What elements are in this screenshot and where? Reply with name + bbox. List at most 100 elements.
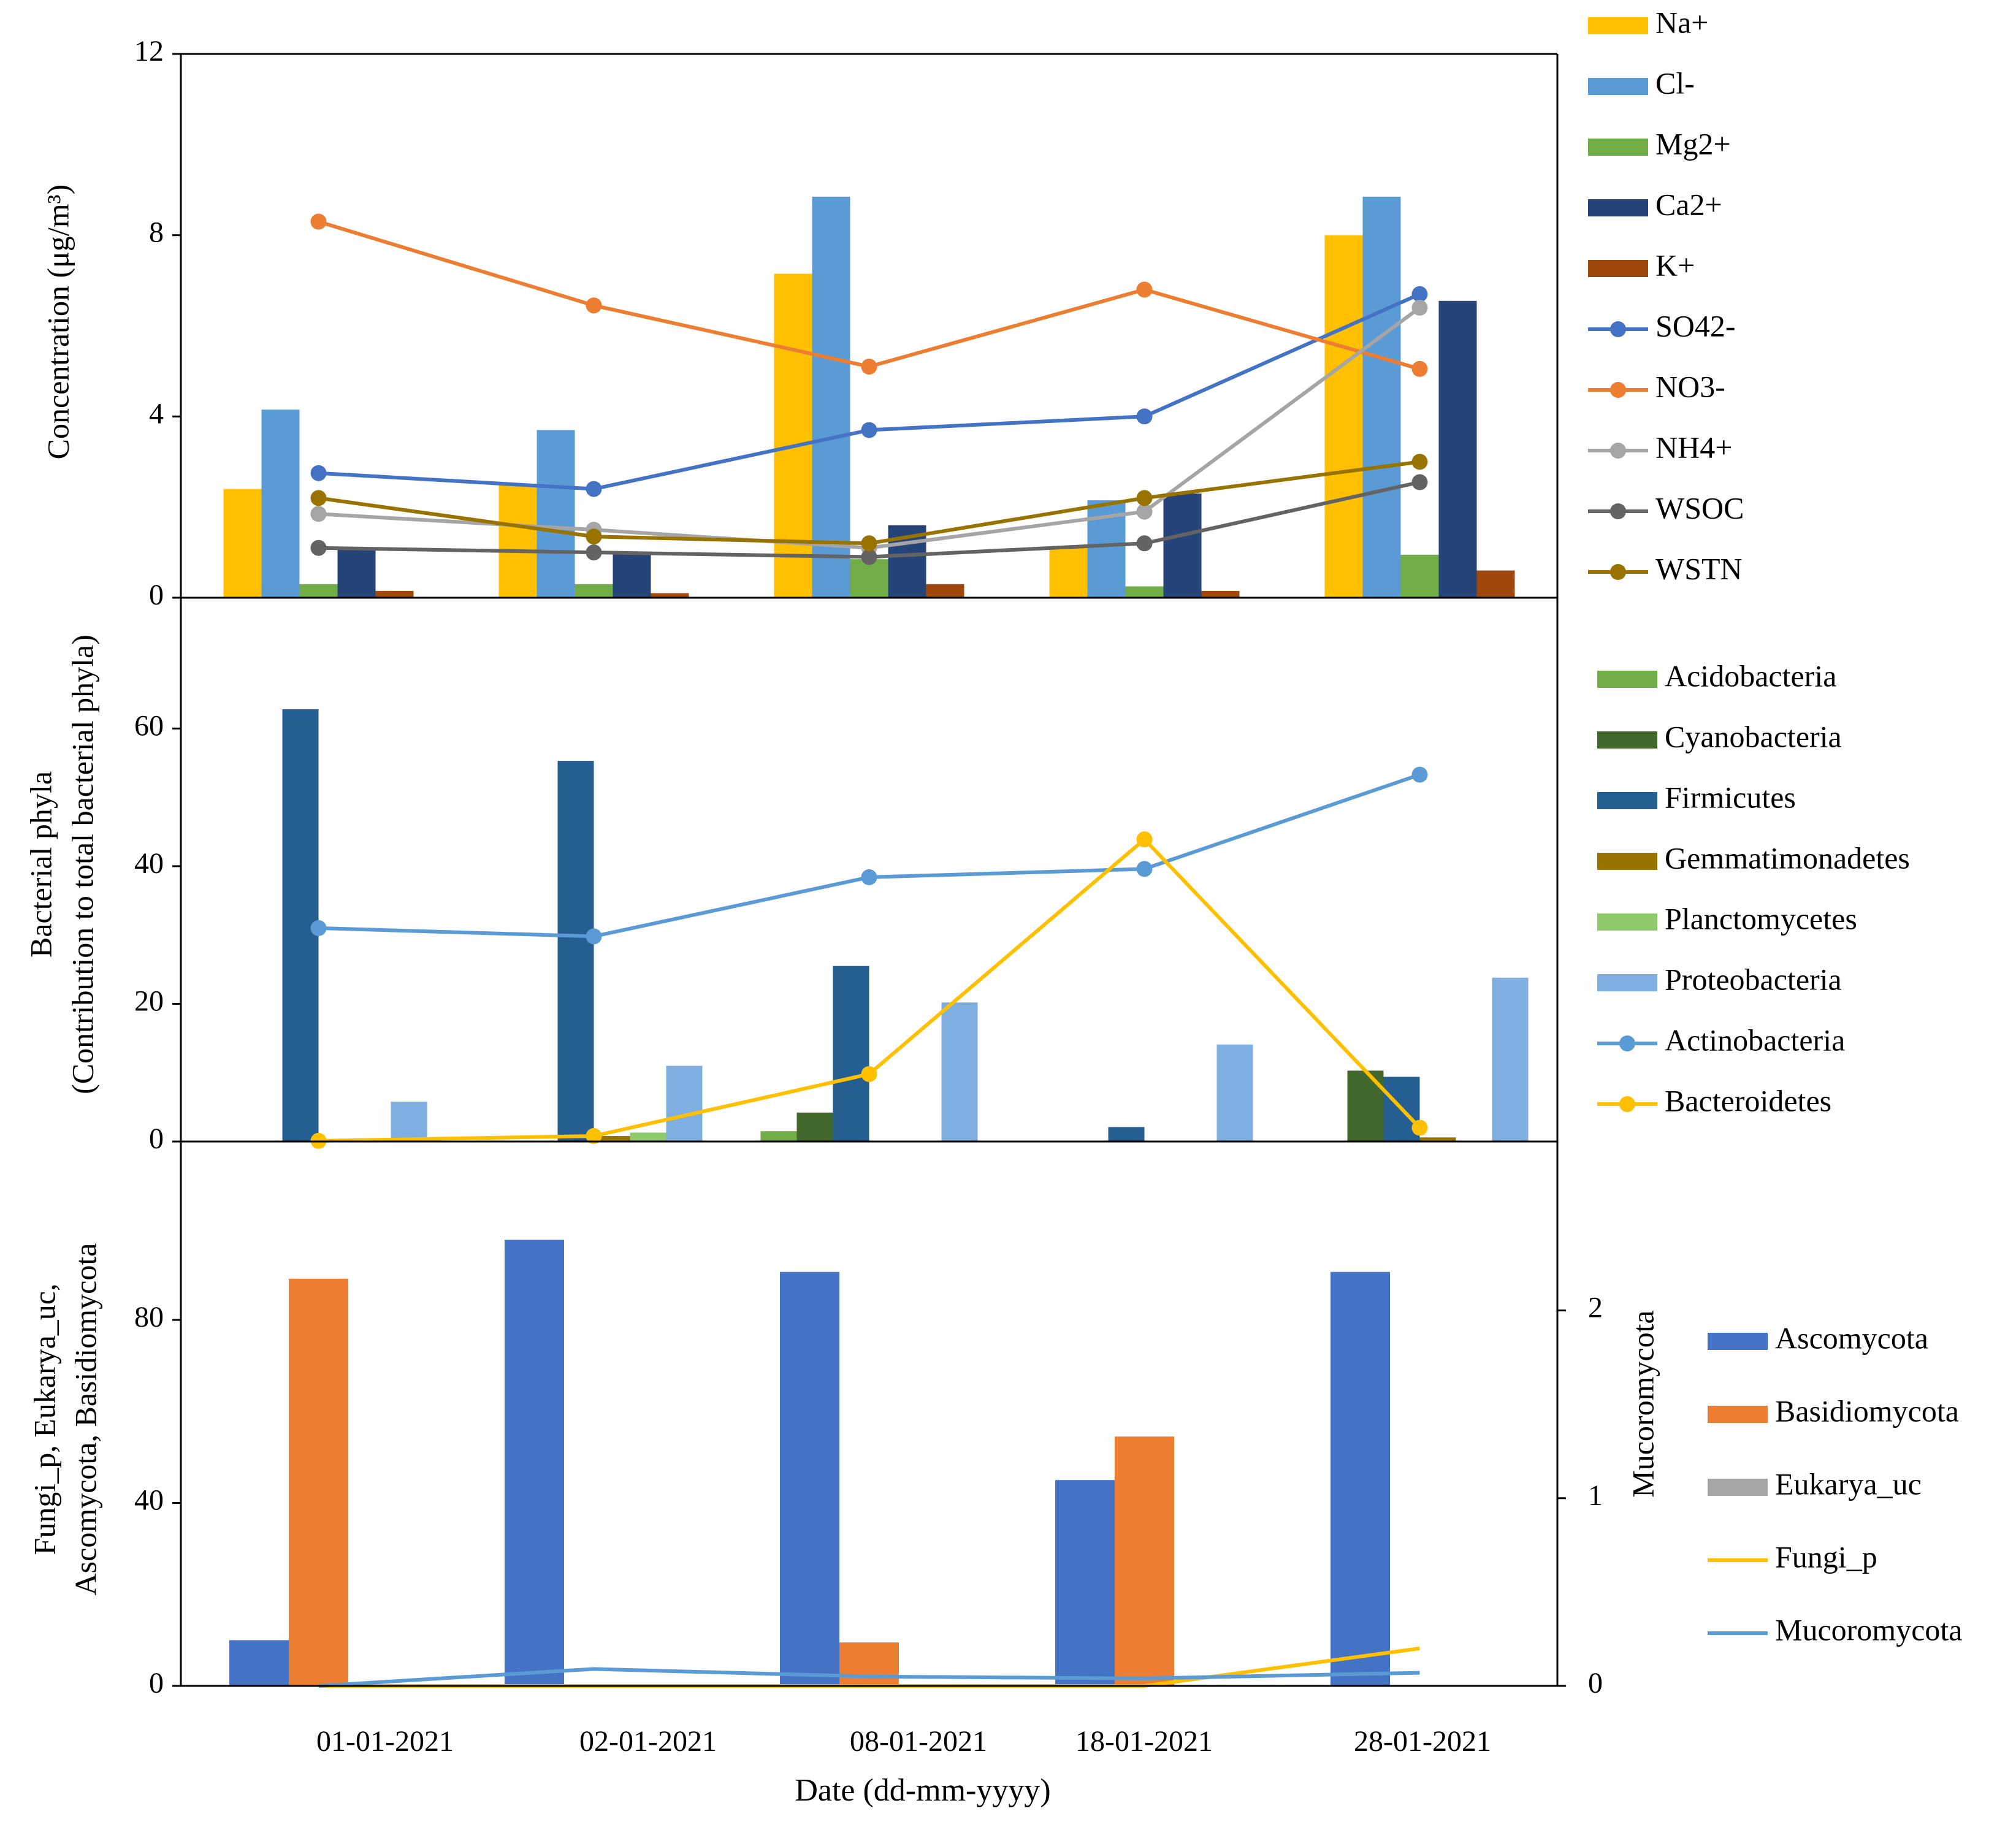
- bar-na-4: [1324, 235, 1363, 598]
- point-nh4-3: [1136, 503, 1153, 520]
- bar-firmicutes-1: [557, 761, 594, 1142]
- legend-swatch-cl: [1588, 78, 1648, 95]
- point-wstn-3: [1136, 490, 1153, 506]
- bacteria-legend: Acidobacteria Cyanobacteria Firmicutes Gemm…: [1597, 658, 1910, 1118]
- legend-label-wstn: WSTN: [1655, 551, 1743, 585]
- y-tick-label: 8: [149, 216, 164, 249]
- bar-ca2-1: [613, 552, 651, 598]
- panel-ions-chart: 0 4 8 12 Na+ Cl- Mg2+ Ca2+ K+ SO42- NO3- NH4+ WSOC W…: [40, 5, 1744, 611]
- bar-na-3: [1049, 547, 1088, 598]
- y-tick-label: 4: [149, 397, 164, 430]
- fungi-y-axis-title: Fungi_p, Eukarya_uc,: [27, 1284, 61, 1555]
- bar-basidiomycota-2: [839, 1642, 899, 1686]
- x-tick-label: 01-01-2021: [316, 1725, 454, 1758]
- point-actinobacteria-3: [1136, 861, 1153, 877]
- y-tick-label: 0: [149, 579, 164, 611]
- y-tick-label: 40: [134, 847, 164, 880]
- y2-tick-label: 2: [1588, 1292, 1603, 1324]
- bar-basidiomycota-0: [289, 1278, 348, 1686]
- point-nh4-0: [310, 506, 327, 522]
- plot-frame: [180, 53, 1559, 1687]
- legend-label-na: Na+: [1655, 5, 1709, 39]
- legend-marker-wsoc: [1610, 503, 1626, 519]
- point-so42-1: [586, 481, 602, 497]
- bar-k-4: [1476, 570, 1515, 598]
- x-axis-title: Date (dd-mm-yyyy): [795, 1773, 1050, 1808]
- bar-cl-0: [261, 410, 300, 598]
- legend-label-firmicutes: Firmicutes: [1665, 780, 1796, 814]
- point-bacteroidetes-1: [586, 1128, 602, 1144]
- fungi-y2-ticks: 0 1 2: [1557, 1292, 1603, 1699]
- fungi-legend: Ascomycota Basidiomycota Eukarya_uc Fungi_p…: [1708, 1321, 1962, 1647]
- point-no3-2: [861, 359, 877, 375]
- bar-cyanobacteria-4: [1347, 1070, 1384, 1142]
- point-wstn-2: [861, 535, 877, 552]
- legend-swatch-gemmatimonadetes: [1597, 853, 1657, 870]
- bar-ca2-3: [1163, 494, 1202, 598]
- y-tick-label: 80: [134, 1301, 164, 1333]
- point-bacteroidetes-4: [1411, 1119, 1428, 1136]
- legend-swatch-acidobacteria: [1597, 671, 1657, 688]
- legend-label-nh4: NH4+: [1655, 430, 1732, 464]
- bar-mg2-1: [575, 584, 613, 598]
- bar-proteobacteria-3: [1216, 1044, 1253, 1142]
- fungi-y-ticks: 0 40 80: [134, 1301, 181, 1699]
- legend-label-fungi-p: Fungi_p: [1775, 1539, 1877, 1574]
- bar-mg2-2: [850, 559, 888, 598]
- point-so42-4: [1411, 286, 1428, 302]
- point-wsoc-1: [586, 544, 602, 561]
- bar-firmicutes-3: [1108, 1127, 1145, 1142]
- bar-cl-2: [812, 196, 850, 598]
- point-no3-1: [586, 297, 602, 314]
- bar-cyanobacteria-2: [796, 1112, 833, 1142]
- point-so42-0: [310, 465, 327, 481]
- bar-gemmatimonadetes-4: [1419, 1137, 1456, 1142]
- bacteria-y-ticks: 0 20 40 60: [134, 709, 181, 1155]
- line-mucoromycota: [318, 1667, 1420, 1688]
- bar-acidobacteria-2: [760, 1131, 797, 1142]
- legend-label-planctomycetes: Planctomycetes: [1665, 901, 1857, 936]
- y-tick-label: 12: [134, 35, 164, 67]
- bar-mg2-3: [1125, 586, 1164, 598]
- point-wstn-4: [1411, 454, 1428, 470]
- legend-swatch-cyanobacteria: [1597, 731, 1657, 749]
- point-wsoc-4: [1411, 474, 1428, 490]
- legend-marker-no3: [1610, 382, 1626, 398]
- legend-label-eukarya-uc: Eukarya_uc: [1775, 1466, 1922, 1501]
- bar-k-1: [651, 593, 689, 598]
- point-bacteroidetes-2: [861, 1066, 877, 1082]
- legend-swatch-proteobacteria: [1597, 974, 1657, 991]
- x-tick-label: 08-01-2021: [850, 1725, 987, 1758]
- bar-na-2: [774, 273, 812, 598]
- point-wsoc-3: [1136, 535, 1153, 552]
- point-so42-3: [1136, 408, 1153, 425]
- bar-ascomycota-4: [1331, 1271, 1390, 1686]
- legend-marker-bacteroidetes: [1619, 1096, 1635, 1112]
- point-no3-4: [1411, 360, 1428, 377]
- y-tick-label: 0: [149, 1123, 164, 1155]
- bar-basidiomycota-3: [1115, 1436, 1174, 1686]
- legend-marker-nh4: [1610, 443, 1626, 459]
- y2-tick-label: 1: [1588, 1479, 1603, 1512]
- bacteria-y-axis-subtitle: (Contribution to total bacterial phyla): [65, 635, 99, 1094]
- ions-y-axis-title: Concentration (μg/m³): [40, 185, 75, 460]
- legend-swatch-mg2: [1588, 139, 1648, 156]
- legend-swatch-planctomycetes: [1597, 913, 1657, 931]
- legend-label-bacteroidetes: Bacteroidetes: [1665, 1083, 1831, 1118]
- bar-cl-4: [1362, 196, 1401, 598]
- legend-marker-actinobacteria: [1619, 1035, 1635, 1051]
- panel-fungi-chart: 0 40 80 0 1 2 Ascomycota Basidiomycota Eukarya…: [27, 1240, 1962, 1699]
- bar-proteobacteria-2: [941, 1002, 978, 1142]
- point-wstn-1: [586, 528, 602, 545]
- y-tick-label: 40: [134, 1484, 164, 1517]
- legend-label-gemmatimonadetes: Gemmatimonadetes: [1665, 840, 1910, 875]
- bar-na-0: [223, 489, 262, 598]
- ions-bars: [223, 196, 1515, 598]
- legend-swatch-ascomycota: [1708, 1333, 1768, 1350]
- bar-ascomycota-0: [229, 1640, 289, 1686]
- legend-label-mucoromycota: Mucoromycota: [1775, 1612, 1962, 1647]
- point-nh4-4: [1411, 299, 1428, 316]
- legend-marker-so42: [1610, 321, 1626, 337]
- point-wstn-0: [310, 490, 327, 506]
